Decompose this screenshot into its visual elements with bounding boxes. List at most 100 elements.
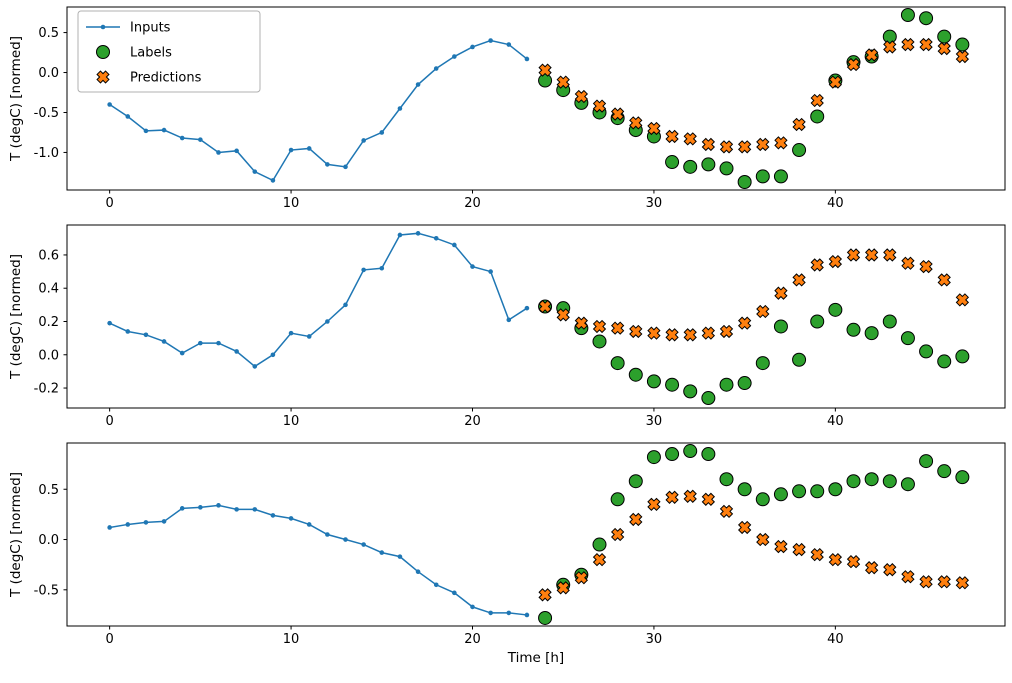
x-tick-label: 10 [283, 414, 300, 429]
inputs-marker-dot [325, 319, 330, 324]
inputs-marker-dot [379, 130, 385, 135]
x-tick-label: 0 [105, 196, 113, 211]
series-predictions [538, 489, 970, 602]
x-tick-label: 40 [827, 414, 844, 429]
series-inputs [107, 38, 530, 183]
inputs-marker-dot [306, 334, 312, 339]
legend-label: Inputs [130, 21, 171, 36]
inputs-marker-dot [107, 320, 112, 326]
inputs-marker-dot [143, 520, 149, 525]
axes-frame [66, 224, 1006, 409]
inputs-marker-dot [107, 525, 112, 530]
x-tick-label: 0 [105, 632, 113, 647]
x-tick-label: 10 [283, 196, 300, 211]
inputs-marker-dot [343, 164, 348, 170]
inputs-marker-dot [198, 137, 203, 142]
y-tick-label: -0.2 [34, 382, 59, 397]
y-tick-label: 0.5 [38, 26, 59, 41]
inputs-marker-dot [488, 38, 493, 43]
inputs-marker-dot [306, 146, 312, 151]
inputs-marker-dot [143, 128, 149, 134]
inputs-marker-dot [361, 267, 366, 273]
y-axis-label: T (degC) [normed] [8, 254, 24, 380]
inputs-marker-dot [524, 305, 530, 311]
inputs-marker-dot [433, 582, 439, 588]
inputs-marker-dot [179, 350, 185, 356]
inputs-marker-dot [325, 162, 330, 167]
legend-x-swatch [96, 70, 110, 84]
inputs-marker-dot [288, 147, 294, 153]
legend-circle-swatch [96, 45, 110, 59]
inputs-marker-dot [143, 332, 149, 338]
inputs-marker-dot [179, 506, 185, 511]
inputs-marker-dot [270, 178, 276, 183]
y-tick-label: 0.4 [38, 282, 59, 297]
x-tick-label: 20 [464, 414, 481, 429]
x-tick-label: 40 [827, 632, 844, 647]
series-labels [538, 299, 970, 406]
y-tick-label: 0.2 [38, 315, 59, 330]
inputs-marker-dot [216, 340, 221, 346]
inputs-marker-dot [379, 550, 385, 555]
x-axis-label: Time [h] [507, 650, 564, 666]
series-predictions [538, 37, 970, 154]
legend-dot-swatch [100, 24, 106, 30]
inputs-marker-dot [433, 66, 439, 71]
y-axis-label: T (degC) [normed] [8, 472, 24, 598]
inputs-marker-dot [397, 106, 403, 111]
y-tick-label: 0.5 [38, 483, 59, 498]
inputs-marker-dot [361, 138, 366, 143]
inputs-line [109, 39, 528, 182]
inputs-marker-dot [234, 349, 239, 354]
inputs-marker-dot [488, 269, 493, 274]
inputs-marker-dot [306, 522, 312, 527]
series-inputs [107, 231, 530, 369]
inputs-line [109, 504, 528, 616]
inputs-marker-dot [161, 127, 167, 133]
inputs-marker-dot [270, 513, 276, 518]
y-tick-label: 0.0 [38, 533, 59, 548]
series-inputs [107, 503, 530, 618]
subplot-1: 0 10 20 30 40 0.5 0.0 -0.5 -1.0 T (degC) [normed] [8, 6, 1006, 211]
inputs-marker-dot [252, 364, 258, 369]
legend-label: Labels [130, 46, 172, 61]
series-labels [538, 7, 970, 190]
y-tick-label: -0.5 [34, 583, 59, 598]
inputs-marker-dot [252, 169, 258, 174]
axes-frame [66, 442, 1006, 627]
y-tick-label: 0.0 [38, 66, 59, 81]
inputs-marker-dot [107, 102, 112, 107]
inputs-marker-dot [343, 537, 348, 542]
subplot-3: 0 10 20 30 40 0.5 0.0 -0.5 T (degC) [normed] [8, 442, 1006, 647]
inputs-marker-dot [161, 339, 167, 344]
inputs-marker-dot [415, 231, 421, 236]
inputs-marker-dot [125, 522, 131, 527]
inputs-marker-dot [397, 232, 403, 238]
inputs-marker-dot [234, 507, 239, 512]
legend-item-inputs: Inputs [86, 21, 171, 36]
x-tick-label: 20 [464, 632, 481, 647]
inputs-marker-dot [125, 329, 131, 334]
inputs-marker-dot [288, 516, 294, 521]
inputs-marker-dot [397, 554, 403, 559]
inputs-marker-dot [470, 604, 475, 610]
inputs-marker-dot [125, 114, 131, 119]
inputs-marker-dot [216, 503, 221, 508]
inputs-marker-dot [179, 135, 185, 141]
legend-item-labels: Labels [96, 45, 172, 61]
x-tick-label: 0 [105, 414, 113, 429]
inputs-marker-dot [198, 340, 203, 346]
x-tick-label: 30 [646, 196, 663, 211]
inputs-marker-dot [343, 302, 348, 308]
inputs-marker-dot [524, 612, 530, 618]
legend-box [77, 10, 261, 93]
inputs-marker-dot [524, 56, 530, 62]
subplot-2: 0 10 20 30 40 0.6 0.4 0.2 0.0 -0.2 T (degC) [norme… [8, 224, 1006, 429]
inputs-marker-dot [452, 54, 457, 59]
inputs-marker-dot [252, 507, 258, 512]
y-tick-label: 0.0 [38, 348, 59, 363]
x-tick-label: 30 [646, 414, 663, 429]
y-tick-label: -1.0 [34, 146, 59, 161]
